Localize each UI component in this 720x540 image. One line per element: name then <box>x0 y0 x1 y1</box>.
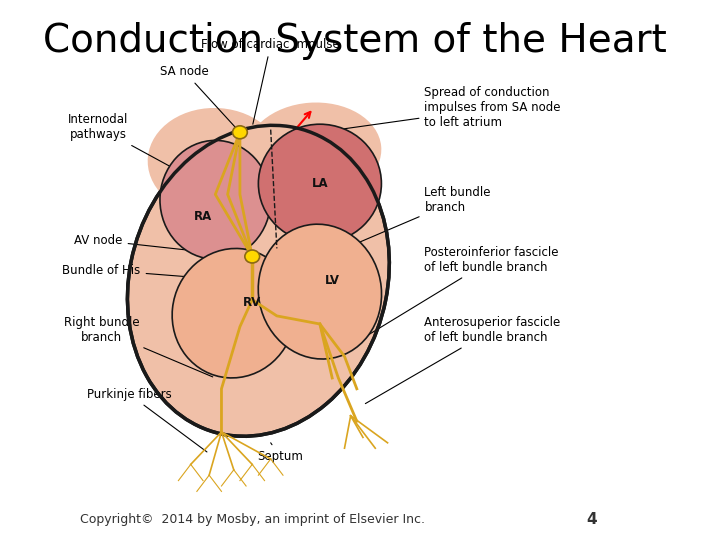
Circle shape <box>245 250 260 263</box>
Text: Anterosuperior fascicle
of left bundle branch: Anterosuperior fascicle of left bundle b… <box>365 316 561 403</box>
Text: SA node: SA node <box>160 65 238 130</box>
Ellipse shape <box>258 224 382 359</box>
Text: Septum: Septum <box>257 443 303 463</box>
Text: LA: LA <box>312 177 328 190</box>
Text: Right bundle
branch: Right bundle branch <box>63 316 213 377</box>
Ellipse shape <box>127 125 390 436</box>
Text: Left bundle
branch: Left bundle branch <box>335 186 491 253</box>
Text: RA: RA <box>194 210 212 222</box>
Text: Purkinje fibers: Purkinje fibers <box>87 388 207 452</box>
Ellipse shape <box>160 140 271 259</box>
Text: AV node: AV node <box>74 234 243 256</box>
Ellipse shape <box>148 108 283 216</box>
Text: Copyright©  2014 by Mosby, an imprint of Elsevier Inc.: Copyright© 2014 by Mosby, an imprint of … <box>80 514 425 526</box>
Text: Posteroinferior fascicle
of left bundle branch: Posteroinferior fascicle of left bundle … <box>353 246 559 344</box>
Text: LV: LV <box>325 274 340 287</box>
Text: Spread of conduction
impulses from SA node
to left atrium: Spread of conduction impulses from SA no… <box>341 86 561 130</box>
Text: Internodal
pathways: Internodal pathways <box>68 113 219 193</box>
Circle shape <box>233 126 247 139</box>
Text: RV: RV <box>243 296 261 309</box>
Text: 4: 4 <box>586 511 597 526</box>
Ellipse shape <box>246 103 382 200</box>
Ellipse shape <box>258 124 382 243</box>
Text: Conduction System of the Heart: Conduction System of the Heart <box>43 22 667 59</box>
Text: Flow of cardiac impulse: Flow of cardiac impulse <box>202 38 340 124</box>
Text: Bundle of His: Bundle of His <box>63 264 243 281</box>
Ellipse shape <box>172 248 295 378</box>
